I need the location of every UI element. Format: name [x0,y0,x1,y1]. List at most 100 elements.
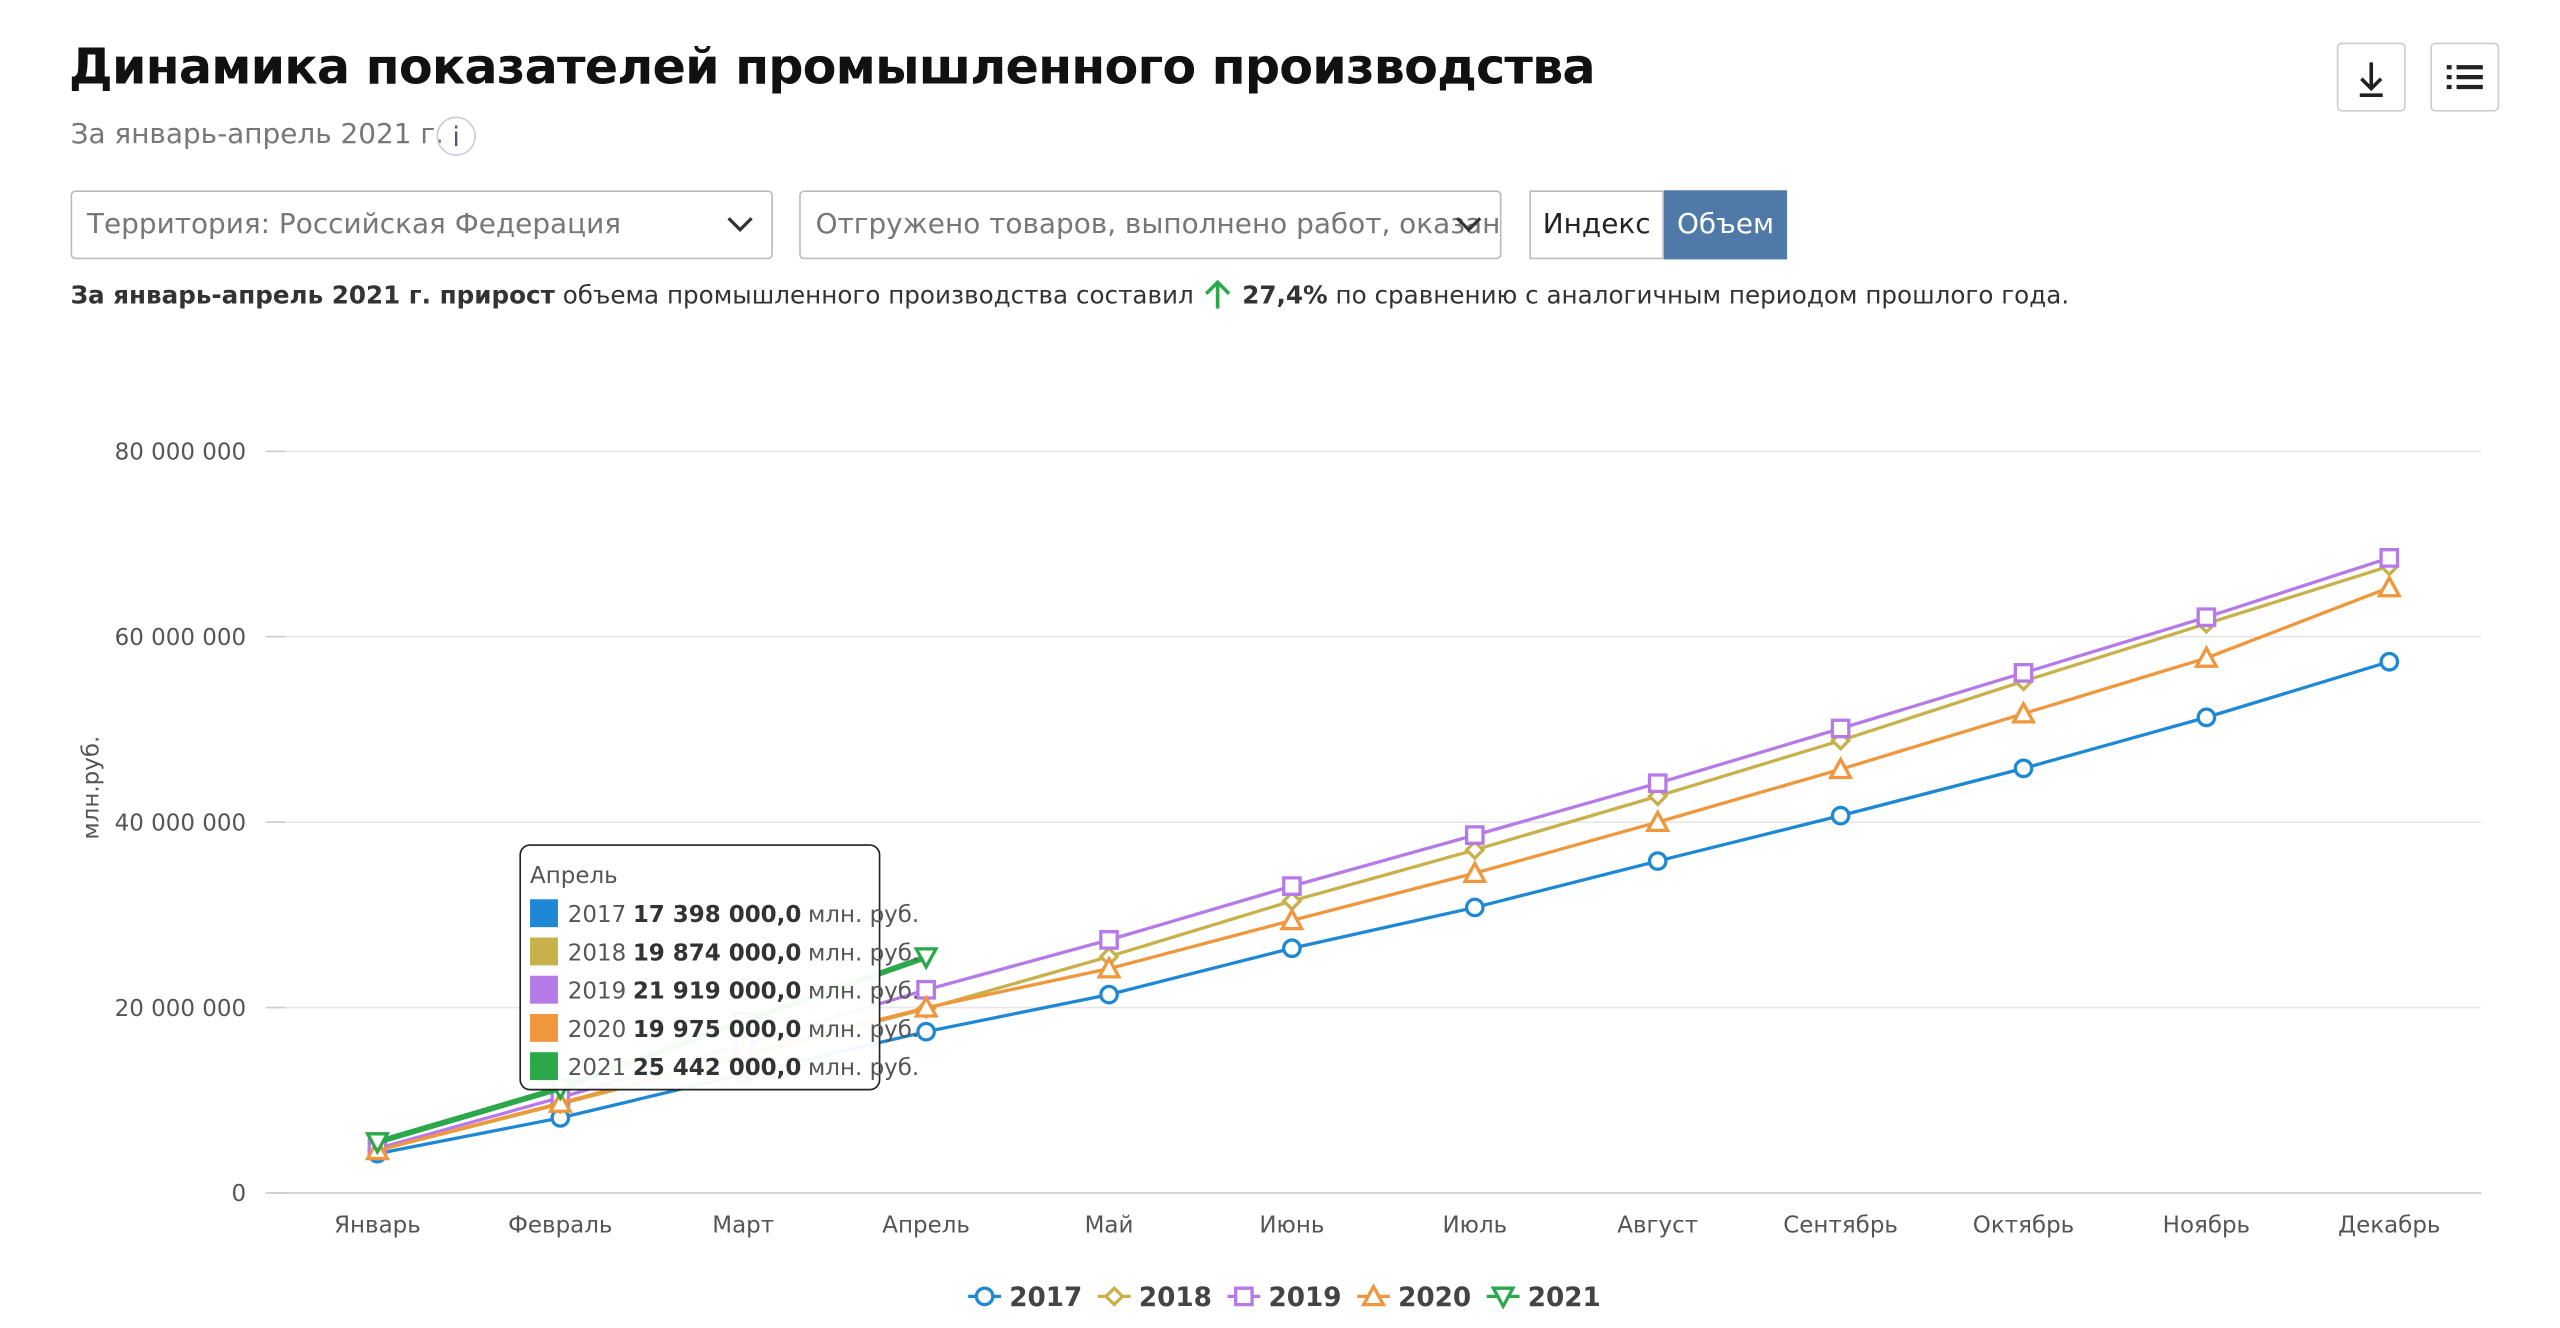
tooltip-swatch [530,975,558,1004]
marker [1645,808,1671,832]
marker [1462,859,1488,883]
legend-label: 2018 [1139,1283,1212,1313]
legend-item[interactable]: 2017 [968,1283,1082,1313]
marker [1360,1283,1387,1307]
legend-item[interactable]: 2020 [1357,1283,1471,1313]
tooltip-title: Апрель [530,863,618,889]
x-tick-label: Февраль [508,1212,612,1238]
marker [2196,707,2217,728]
marker [1464,825,1485,845]
x-tick-label: Апрель [882,1212,970,1238]
marker [1099,930,1119,950]
summary: За январь-апрель 2021 г. прирост объема … [71,277,2070,310]
marker [2013,663,2034,683]
menu-button[interactable] [2430,42,2500,112]
y-tick-label: 40 000 000 [115,810,247,836]
y-tick-label: 80 000 000 [115,439,247,465]
tooltip-value: 21 919 000,0 [633,979,802,1005]
tooltip-name: 2017 [568,902,626,928]
marker [1830,718,1851,739]
tooltip-name: 2018 [568,940,626,966]
tooltip-value: 19 975 000,0 [633,1017,802,1043]
indicator-text: Отгружено товаров, выполнено работ, оказ… [815,208,1501,242]
tooltip-name: 2019 [568,979,626,1005]
y-tick-label: 60 000 000 [115,625,247,651]
tooltip-swatch [530,1013,558,1042]
marker [913,994,939,1018]
x-tick-label: Январь [334,1212,421,1238]
marker [1282,938,1302,959]
x-tick-label: Ноябрь [2163,1212,2250,1238]
legend-item[interactable]: 2019 [1227,1283,1342,1313]
tooltip-value: 19 874 000,0 [633,940,802,966]
marker [1464,839,1486,861]
tooltip-name: 2021 [568,1055,626,1081]
x-tick-label: Октябрь [1973,1212,2074,1238]
y-tick-label: 0 [232,1181,247,1207]
marker [1830,805,1851,826]
marker [2193,644,2220,668]
marker [1096,955,1122,979]
download-button[interactable] [2336,42,2406,112]
tooltip-swatch [530,1052,558,1081]
tooltip-row: 2020 19 975 000,0 млн. руб. [568,1017,919,1043]
marker [2379,651,2400,672]
marker [916,979,936,1000]
legend-label: 2019 [1268,1283,1341,1313]
indicator-select[interactable]: Отгружено товаров, выполнено работ, оказ… [799,190,1502,260]
info-icon[interactable]: i [436,116,476,156]
x-tick-label: Сентябрь [1783,1212,1898,1238]
tooltip-unit: млн. руб. [808,1055,919,1081]
y-axis-label: млн.руб. [78,736,104,840]
territory-select[interactable]: Территория: Российская Федерация [70,190,773,260]
legend-label: 2021 [1528,1283,1601,1313]
tooltip-row: 2021 25 442 000,0 млн. руб. [568,1055,919,1081]
x-tick-label: Март [712,1212,774,1238]
x-tick-label: Декабрь [2338,1212,2440,1238]
marker [1647,773,1668,794]
x-tick-label: Июнь [1259,1212,1324,1238]
tooltip-row: 2018 19 874 000,0 млн. руб. [568,940,919,966]
tooltip-row: 2017 17 398 000,0 млн. руб. [568,902,919,928]
tooltip-unit: млн. руб. [808,902,919,928]
tooltip-value: 25 442 000,0 [633,1055,802,1081]
tooltip-swatch [530,937,558,966]
marker [1647,851,1668,871]
summary-text: объема промышленного производства состав… [562,280,1194,311]
legend-item[interactable]: 2021 [1486,1283,1601,1313]
volume-button[interactable]: Объем [1663,190,1788,260]
tooltip-name: 2020 [568,1017,626,1043]
marker [1282,876,1302,896]
tooltip: Апрель 2017 17 398 000,0 млн. руб. 2018 19 87… [519,844,919,1091]
marker [2379,548,2400,568]
tooltip-row: 2019 21 919 000,0 млн. руб. [568,979,919,1005]
up-arrow [1205,279,1231,309]
marker [1234,1286,1254,1307]
x-tick-label: Август [1617,1212,1698,1238]
summary-tail: по сравнению с аналогичным периодом прош… [1335,280,2070,311]
subtitle: За январь-апрель 2021 г. [70,118,444,151]
marker [1464,897,1485,918]
legend-label: 2020 [1398,1283,1471,1313]
index-button[interactable]: Индекс [1529,190,1664,260]
tooltip-unit: млн. руб. [808,1017,919,1043]
marker [913,947,939,971]
legend-item[interactable]: 2018 [1097,1283,1212,1313]
marker [364,1132,391,1156]
marker [547,1089,573,1113]
tooltip-swatch [530,899,558,928]
tooltip-box [519,844,881,1091]
tooltip-unit: млн. руб. [808,940,919,966]
x-tick-label: Май [1085,1212,1134,1238]
marker [1827,756,1854,780]
marker [2010,700,2037,724]
summary-lead: За январь-апрель 2021 г. прирост [70,280,555,311]
marker [974,1286,995,1307]
marker [1103,1285,1125,1307]
legend-label: 2017 [1009,1283,1082,1313]
marker [916,1021,936,1042]
territory-text: Территория: Российская Федерация [86,208,622,242]
marker [2196,607,2217,628]
